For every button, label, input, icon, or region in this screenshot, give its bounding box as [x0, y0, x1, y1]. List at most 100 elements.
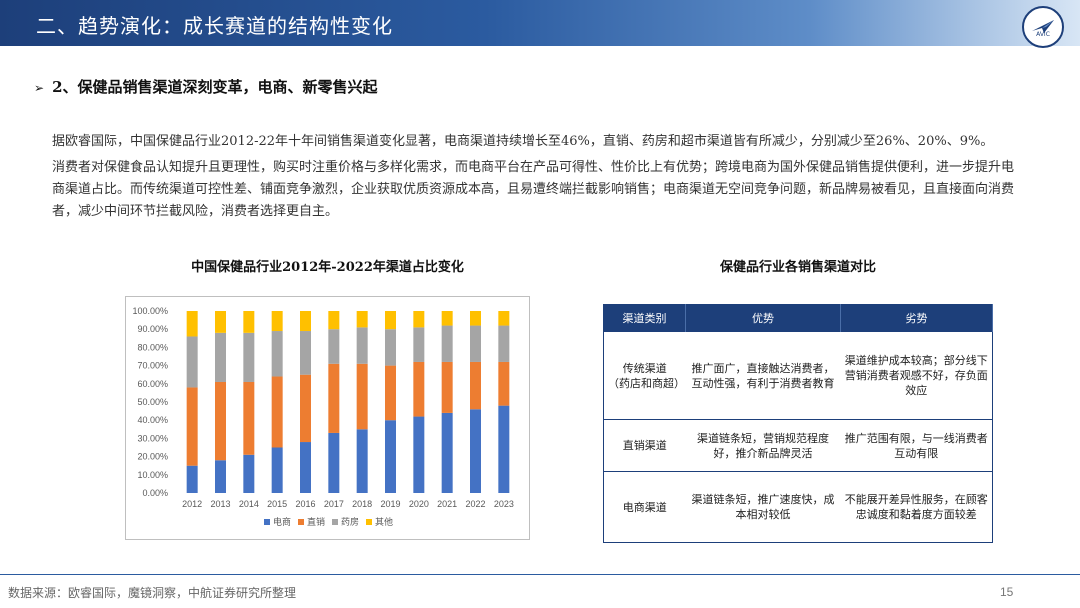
x-tick-label: 2019 [380, 499, 400, 509]
footer-divider [0, 574, 1080, 575]
bar-segment [385, 365, 396, 421]
y-tick-label: 0.00% [142, 488, 168, 498]
x-tick-label: 2023 [494, 499, 514, 509]
legend-label: 其他 [375, 516, 393, 528]
subheading-text: 2、保健品销售渠道深刻变革，电商、新零售兴起 [52, 78, 378, 96]
bar-segment [300, 331, 311, 375]
x-tick-label: 2016 [295, 499, 315, 509]
y-tick-label: 50.00% [137, 397, 168, 407]
bar-segment [243, 381, 255, 455]
chart-title: 中国保健品行业2012年-2022年渠道占比变化 [191, 260, 464, 275]
bar-segment [186, 336, 198, 388]
bar-segment [413, 416, 425, 493]
bar-segment [186, 311, 198, 337]
bar-segment [498, 405, 510, 493]
header-cons: 劣势 [840, 304, 993, 332]
header-pros: 优势 [685, 304, 841, 332]
bar-segment [470, 325, 481, 362]
x-tick-label: 2017 [324, 499, 344, 509]
y-tick-label: 70.00% [137, 361, 168, 371]
bar-segment [470, 361, 481, 410]
bar-segment [441, 325, 453, 362]
bar-segment [356, 311, 368, 328]
channel-cell: 电商渠道 [603, 471, 686, 543]
legend-swatch [298, 519, 304, 525]
paragraph-1: 据欧睿国际，中国保健品行业2012-22年十年间销售渠道变化显著，电商渠道持续增… [52, 134, 994, 149]
y-tick-label: 90.00% [137, 324, 168, 334]
y-tick-label: 40.00% [137, 415, 168, 425]
bar-segment [470, 311, 481, 326]
bar-segment [441, 361, 453, 413]
bar-segment [328, 363, 340, 433]
x-tick-label: 2013 [210, 499, 230, 509]
bar-segment [441, 412, 453, 493]
y-tick-label: 20.00% [137, 452, 168, 462]
bar-segment [413, 327, 425, 362]
legend-label: 直销 [307, 516, 325, 528]
bar-segment [271, 311, 283, 332]
bar-segment [385, 311, 396, 330]
stacked-bar-chart: 0.00% 10.00% 20.00% 30.00% 40.00% 50.00% 60.00… [132, 306, 514, 528]
plane-icon [1032, 20, 1054, 33]
y-tick-label: 30.00% [137, 433, 168, 443]
bar-segment [271, 331, 283, 377]
bar-segment [215, 311, 226, 333]
bar-segment [356, 363, 368, 430]
header-bar [0, 0, 1080, 46]
bar-segment [498, 311, 510, 326]
bar-segment [215, 460, 226, 493]
y-tick-label: 10.00% [137, 470, 168, 480]
bar-segment [498, 361, 510, 406]
table-title: 保健品行业各销售渠道对比 [719, 260, 876, 275]
legend-swatch [366, 519, 372, 525]
x-tick-label: 2012 [182, 499, 202, 509]
table-row: 直销渠道 渠道链条短，营销规范程度好，推介新品牌灵活 推广范围有限，与一线消费者… [603, 419, 993, 472]
pros-cell: 渠道链条短，推广速度快，成本相对较低 [685, 471, 841, 543]
bar-segment [441, 311, 453, 326]
legend-label: 药房 [341, 516, 359, 528]
x-tick-label: 2020 [409, 499, 429, 509]
page-title: 二、趋势演化：成长赛道的结构性变化 [36, 14, 393, 38]
cons-cell: 不能展开差异性服务，在顾客忠诚度和黏着度方面较差 [840, 471, 993, 543]
x-tick-label: 2022 [465, 499, 485, 509]
table-row: 电商渠道 渠道链条短，推广速度快，成本相对较低 不能展开差异性服务，在顾客忠诚度… [603, 471, 993, 543]
legend-label: 电商 [273, 516, 291, 528]
bar-segment [300, 374, 311, 443]
bar-segment [243, 311, 255, 333]
bar-segment [328, 432, 340, 493]
bar-segment [186, 387, 198, 466]
pros-cell: 渠道链条短，营销规范程度好，推介新品牌灵活 [685, 419, 841, 472]
x-tick-label: 2015 [267, 499, 287, 509]
bar-segment [300, 442, 311, 493]
bar-segment [356, 327, 368, 364]
bar-segment [356, 429, 368, 493]
cons-cell: 推广范围有限，与一线消费者互动有限 [840, 419, 993, 472]
bar-segment [215, 381, 226, 461]
table-row: 传统渠道 （药店和商超） 推广面广，直接触达消费者，互动性强，有利于消费者教育 … [603, 331, 993, 420]
bar-segment [186, 465, 198, 493]
bar-segment [300, 311, 311, 332]
section-subheading: ➢ 2、保健品销售渠道深刻变革，电商、新零售兴起 [34, 76, 378, 97]
legend-swatch [264, 519, 270, 525]
x-tick-label: 2018 [352, 499, 372, 509]
bar-segment [243, 332, 255, 382]
paragraph-2: 消费者对保健食品认知提升且更理性，购买时注重价格与多样化需求，而电商平台在产品可… [52, 160, 1015, 219]
legend-swatch [332, 519, 338, 525]
bar-segment [328, 311, 340, 330]
bar-segment [271, 376, 283, 448]
logo-text: AVIC [1036, 31, 1050, 38]
x-tick-label: 2021 [437, 499, 457, 509]
cons-cell: 渠道维护成本较高；部分线下营销消费者观感不好，存负面效应 [840, 331, 993, 420]
bar-segment [271, 447, 283, 493]
bar-segment [328, 329, 340, 364]
bar-segment [470, 409, 481, 493]
company-logo: AVIC [1022, 6, 1064, 48]
bar-segment [413, 311, 425, 328]
page-number: 15 [1000, 585, 1014, 599]
bar-segment [215, 332, 226, 382]
bar-segment [498, 325, 510, 362]
channel-comparison-table: 渠道类别 优势 劣势 传统渠道 （药店和商超） 推广面广，直接触达消费者，互动性… [603, 304, 993, 543]
y-tick-label: 80.00% [137, 342, 168, 352]
bar-segment [385, 420, 396, 493]
x-tick-label: 2014 [239, 499, 259, 509]
